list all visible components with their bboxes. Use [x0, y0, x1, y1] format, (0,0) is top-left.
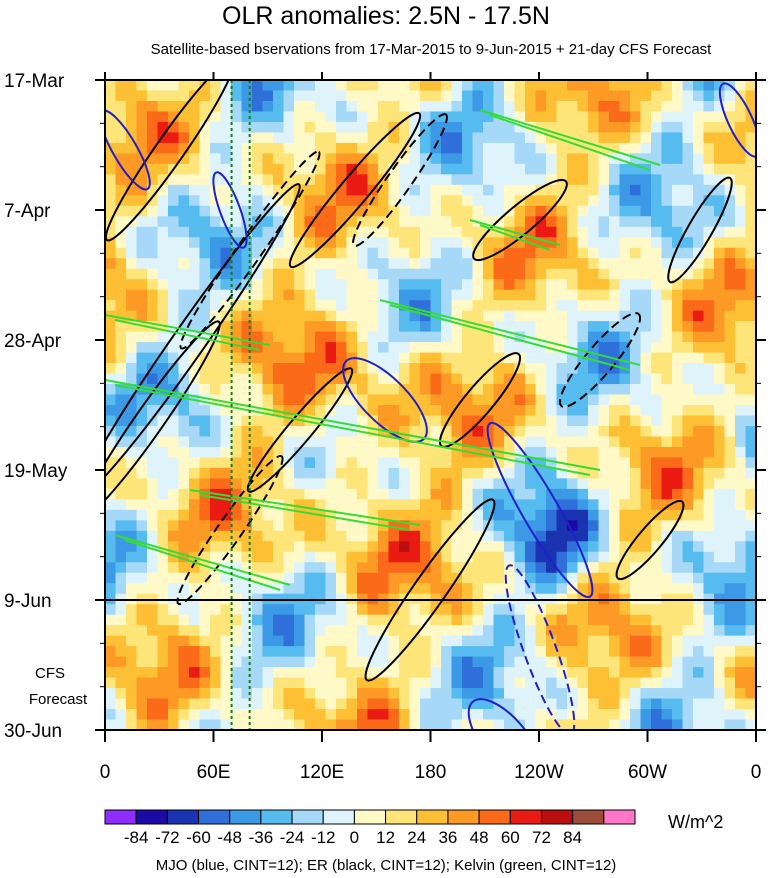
chart-subtitle: Satellite-based bservations from 17-Mar-…: [150, 41, 712, 58]
colorbar-swatch-7: [322, 809, 355, 825]
er-contour-11: [667, 176, 733, 284]
mjo-contour-17: [212, 171, 248, 249]
x-tick-label-0: 0: [100, 762, 111, 783]
kelvin-contour-inner-5: [124, 539, 281, 591]
x-tick-label-4: 120W: [514, 762, 564, 783]
x-tick-label-5: 60W: [628, 762, 667, 783]
x-tick-label-6: 0: [751, 762, 762, 783]
cfs-label-line-1: Forecast: [29, 691, 88, 708]
colorbar-swatch-16: [603, 809, 636, 825]
colorbar-tick-8: 12: [376, 828, 395, 847]
colorbar-swatch-3: [198, 809, 231, 825]
er-contour-3: [105, 183, 301, 497]
colorbar-tick-4: -36: [249, 828, 274, 847]
kelvin-contour-2: [105, 379, 601, 471]
colorbar-tick-1: -72: [155, 828, 180, 847]
colorbar-units: W/m^2: [668, 812, 724, 832]
mjo-contour-18: [105, 109, 151, 191]
mjo-contour-20: [467, 698, 543, 730]
colorbar-swatch-1: [135, 809, 168, 825]
colorbar-swatch-15: [572, 809, 605, 825]
mjo-contour-15: [486, 421, 594, 599]
colorbar-tick-6: -12: [311, 828, 336, 847]
kelvin-contour-inner-3: [389, 304, 631, 371]
y-tick-label-5: 30-Jun: [4, 721, 62, 742]
y-tick-label-2: 28-Apr: [4, 331, 62, 352]
colorbar-tick-0: -84: [124, 828, 149, 847]
kelvin-contour-inner-1: [114, 319, 261, 351]
er-contour-0: [105, 80, 236, 242]
x-tick-label-1: 60E: [197, 762, 231, 783]
colorbar-swatch-11: [447, 809, 480, 825]
er-contour-6: [246, 367, 354, 493]
er-contour-8: [472, 178, 568, 262]
colorbar-swatch-8: [353, 809, 387, 825]
colorbar-tick-2: -60: [186, 828, 211, 847]
reference-lines: [230, 80, 251, 730]
y-tick-label-3: 19-May: [4, 461, 68, 482]
colorbar-swatch-12: [478, 809, 511, 825]
y-axis: 17-Mar 7-Apr 28-Apr 19-May 9-Jun 30-Jun: [4, 71, 766, 742]
colorbar: -84 -72 -60 -48 -36 -24 -12 0 12 24 36 48 60 72 84: [104, 809, 636, 847]
x-axis: 0 60E 120E 180 120W 60W 0: [100, 72, 762, 783]
colorbar-tick-3: -48: [217, 828, 242, 847]
er-contour-13: [352, 113, 448, 247]
cfs-label-line-0: CFS: [35, 665, 65, 682]
er-contour-4: [105, 320, 221, 520]
kelvin-contour-inner-4: [479, 224, 551, 251]
colorbar-tick-9: 24: [407, 828, 426, 847]
x-tick-label-3: 180: [415, 762, 447, 783]
colorbar-tick-12: 60: [501, 828, 520, 847]
er-contour-1: [288, 111, 422, 269]
olr-anomaly-field: [105, 80, 756, 730]
colorbar-swatch-2: [166, 809, 200, 825]
x-tick-label-2: 120E: [300, 762, 344, 783]
colorbar-swatch-13: [509, 809, 542, 825]
kelvin-contour-inner-6: [199, 494, 411, 531]
kelvin-contour-0: [479, 109, 661, 166]
colorbar-tick-14: 84: [563, 828, 582, 847]
y-tick-label-0: 17-Mar: [4, 71, 65, 92]
colorbar-swatch-9: [385, 809, 418, 825]
colorbar-tick-7: 0: [350, 828, 359, 847]
kelvin-contour-4: [469, 219, 561, 246]
er-contour-5: [176, 454, 284, 606]
chart-title: OLR anomalies: 2.5N - 17.5N: [222, 2, 550, 30]
kelvin-contour-inner-0: [489, 114, 651, 171]
er-contour-10: [615, 499, 685, 581]
mjo-contour-16: [504, 564, 576, 730]
y-tick-label-4: 9-Jun: [4, 591, 52, 612]
kelvin-contour-6: [189, 489, 421, 526]
colorbar-swatch-0: [104, 809, 137, 825]
contour-legend-note: MJO (blue, CINT=12); ER (black, CINT=12)…: [155, 857, 617, 874]
mjo-contour-19: [718, 82, 756, 158]
cfs-forecast-label: CFS Forecast: [29, 665, 88, 708]
colorbar-swatch-6: [291, 809, 324, 825]
kelvin-contour-5: [114, 534, 291, 586]
kelvin-contour-inner-2: [114, 384, 591, 476]
colorbar-tick-10: 36: [438, 828, 457, 847]
colorbar-swatch-4: [229, 809, 262, 825]
colorbar-swatch-5: [260, 809, 293, 825]
colorbar-tick-5: -24: [280, 828, 305, 847]
colorbar-tick-11: 48: [470, 828, 489, 847]
wave-contours: [105, 80, 756, 730]
kelvin-contour-3: [379, 299, 641, 366]
y-tick-label-1: 7-Apr: [4, 201, 51, 222]
colorbar-swatch-14: [540, 809, 574, 825]
colorbar-tick-13: 72: [532, 828, 551, 847]
er-contour-9: [558, 312, 642, 408]
kelvin-contour-1: [105, 314, 271, 346]
colorbar-swatch-10: [416, 809, 449, 825]
